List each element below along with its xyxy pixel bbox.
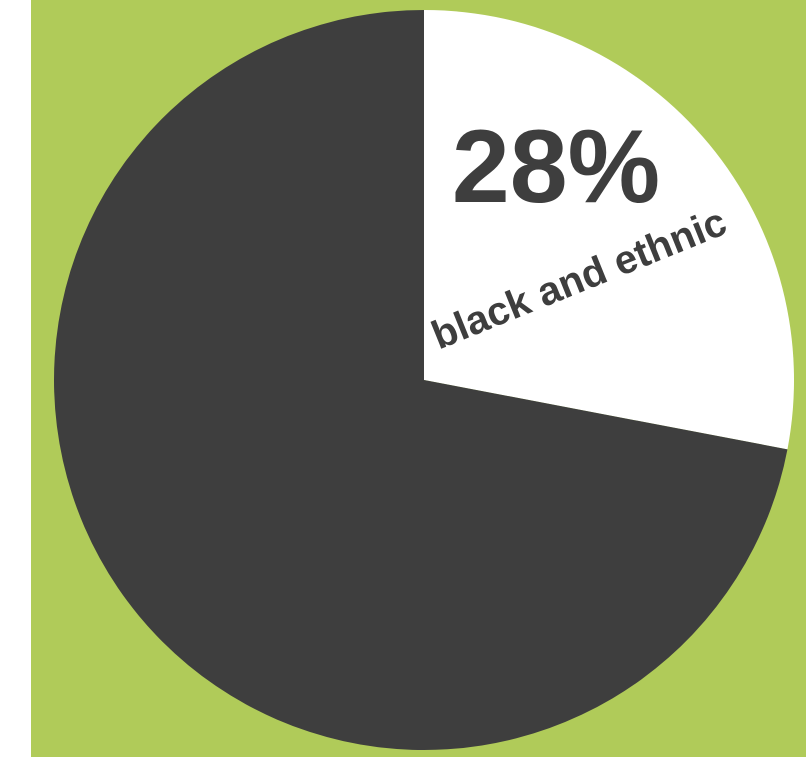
slice-percent-label: 28% <box>452 109 660 225</box>
pie-slice-black-and-ethnic <box>424 10 795 450</box>
pie-slices <box>53 10 795 750</box>
pie-slice-rest <box>53 10 788 750</box>
